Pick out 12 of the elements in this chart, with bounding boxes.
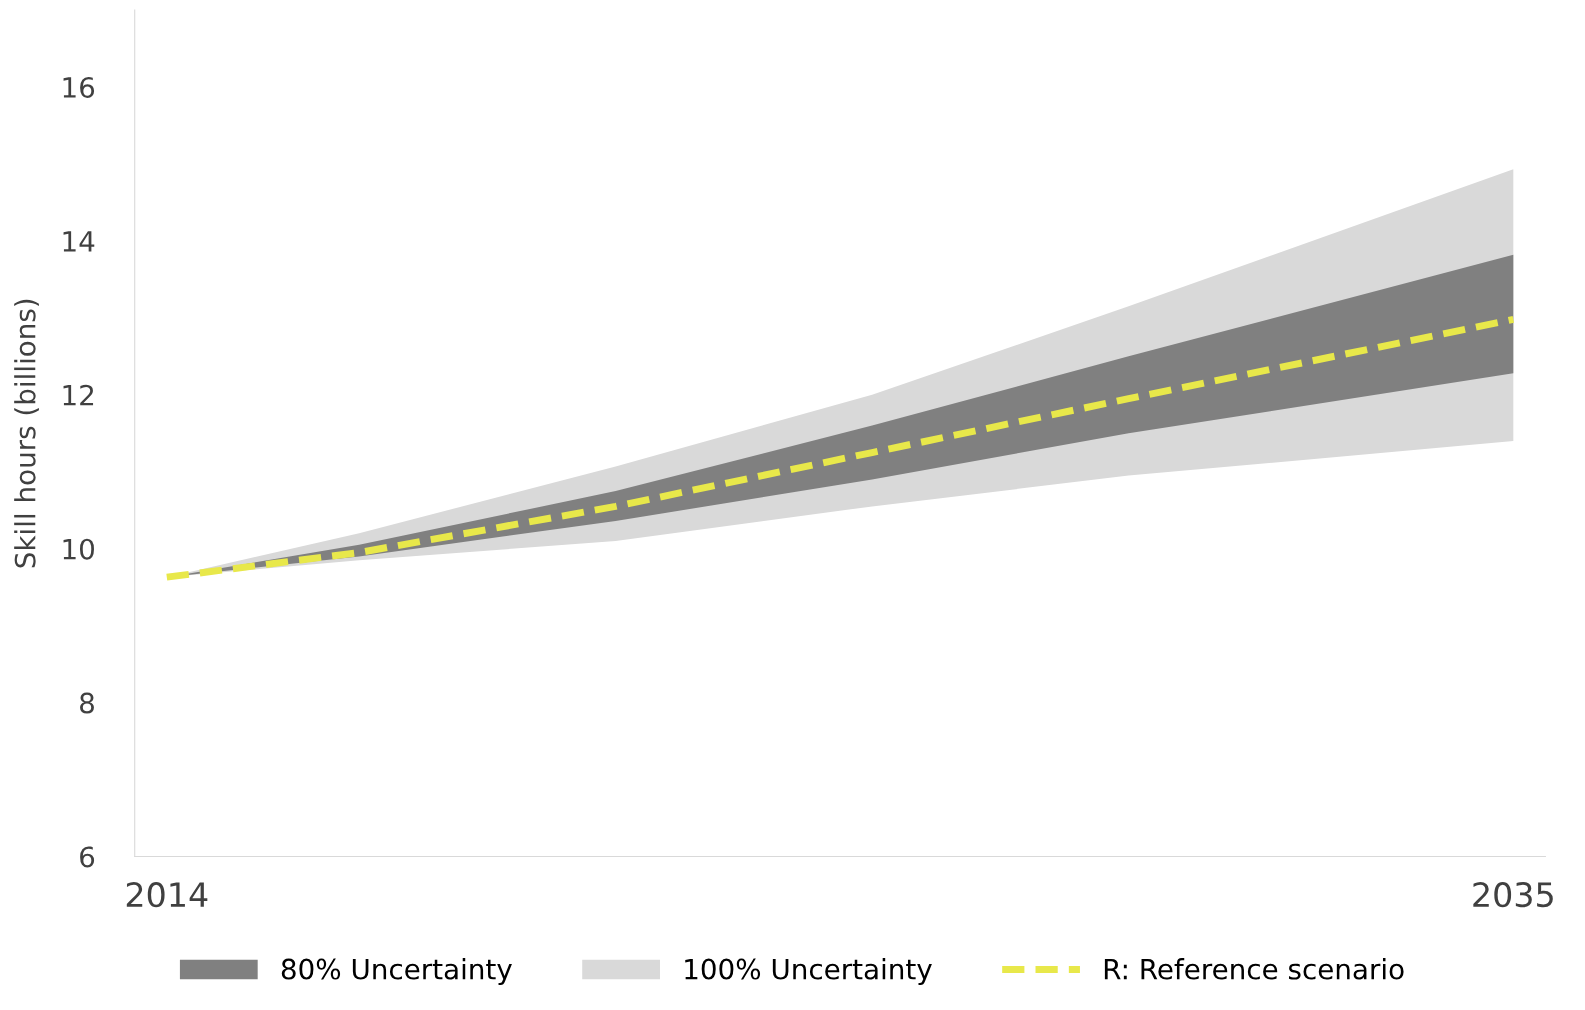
y-axis-title: Skill hours (billions) [14, 299, 39, 568]
legend-label: 100% Uncertainty [685, 958, 932, 985]
y-tick-label: 6 [80, 846, 95, 868]
y-tick-label: 16 [63, 76, 95, 98]
legend-label: R: Reference scenario [1104, 958, 1404, 980]
y-tick-label: 14 [63, 231, 95, 252]
y-tick-label: 12 [63, 384, 94, 406]
legend-label: 80% Uncertainty [281, 958, 512, 985]
x-tick-label: 2035 [1473, 882, 1553, 908]
y-tick-label: 10 [63, 538, 94, 560]
y-tick-label: 8 [80, 692, 94, 714]
x-tick-label: 2014 [126, 882, 208, 908]
